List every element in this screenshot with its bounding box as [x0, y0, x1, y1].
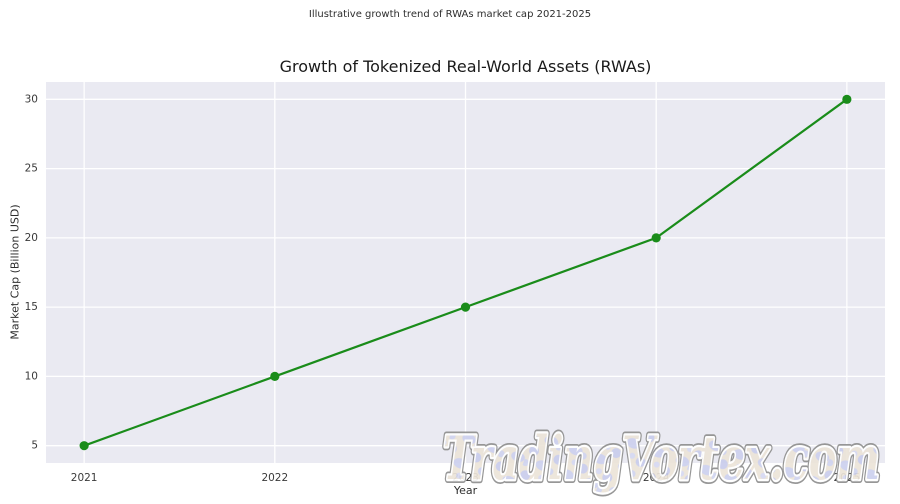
watermark-inner-stroke: TradingVortex.com: [443, 424, 880, 494]
watermark-text: TradingVortex.com: [443, 424, 880, 494]
x-tick-label: 2024: [643, 472, 670, 484]
data-point: [651, 233, 661, 243]
x-tick-label: 2025: [833, 472, 860, 484]
data-point: [842, 94, 852, 104]
y-tick-label: 20: [25, 232, 38, 244]
x-tick-label: 2023: [452, 472, 479, 484]
data-point: [270, 371, 280, 382]
y-tick-label: 5: [31, 440, 38, 452]
y-tick-label: 30: [25, 93, 38, 105]
data-point: [79, 441, 89, 451]
y-tick-label: 15: [25, 301, 38, 313]
y-tick-label: 25: [25, 163, 38, 175]
chart-title: Growth of Tokenized Real-World Assets (R…: [279, 57, 652, 76]
x-axis-label: Year: [453, 484, 478, 497]
watermark-outline: TradingVortex.com: [443, 424, 880, 494]
x-tick-label: 2022: [261, 472, 288, 484]
x-tick-label: 2021: [71, 472, 98, 484]
figure-caption: Illustrative growth trend of RWAs market…: [308, 9, 592, 20]
data-point: [460, 302, 471, 312]
y-tick-label: 10: [25, 370, 38, 382]
